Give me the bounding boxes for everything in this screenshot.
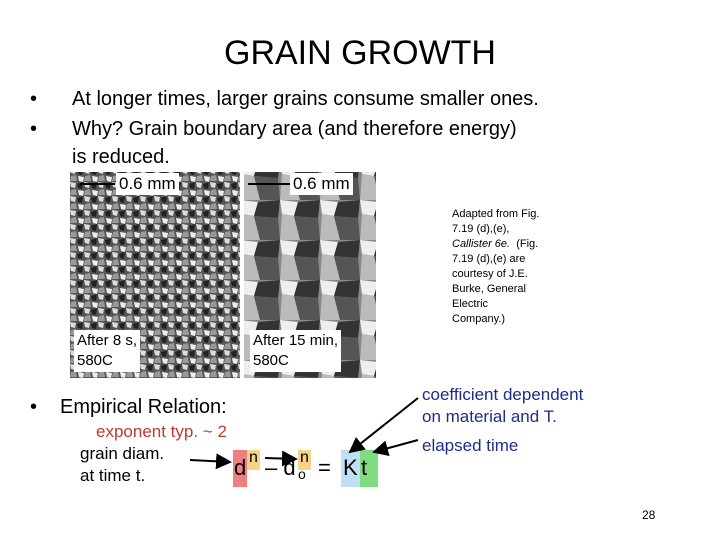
- caption-line: After 8 s,: [77, 332, 138, 349]
- bullet: At longer times, larger grains consume s…: [72, 88, 539, 110]
- credit-line: Company.): [452, 313, 505, 325]
- caption-line: 580C: [77, 352, 113, 369]
- credit-line: courtesy of J.E.: [452, 268, 528, 280]
- caption-line: 580C: [253, 352, 289, 369]
- note-line: coefficient dependent: [422, 385, 584, 404]
- arrow: [372, 439, 419, 457]
- credit-italic: Callister 6e.: [452, 238, 511, 250]
- credit-line: Burke, General: [452, 283, 526, 295]
- note-line: on material and T.: [422, 407, 557, 426]
- time-note: elapsed time: [422, 436, 519, 455]
- arrow: [189, 453, 232, 470]
- grain-note: grain diam. at time t.: [80, 443, 164, 487]
- bullet-mark: •: [30, 396, 38, 418]
- highlight-n: [298, 450, 311, 470]
- scale-label: 0.6 mm: [116, 173, 179, 195]
- exponent-note: exponent typ. ~ 2: [96, 422, 227, 441]
- credit-line: Electric: [452, 298, 489, 310]
- arrow: [264, 450, 298, 467]
- credit: Adapted from Fig. 7.19 (d),(e), Calliste…: [452, 207, 539, 327]
- highlight-t: [360, 450, 378, 487]
- scale-label: 0.6 mm: [290, 173, 353, 195]
- arrow: [348, 397, 419, 454]
- bullet-mark: •: [30, 118, 38, 140]
- highlight-K: [341, 450, 360, 487]
- bullet: is reduced.: [72, 146, 170, 168]
- highlight-n: [247, 450, 260, 470]
- caption-line: After 15 min,: [253, 332, 339, 349]
- bullet: Empirical Relation:: [60, 396, 227, 418]
- eq-o: o: [298, 466, 306, 482]
- note-line: at time t.: [80, 466, 146, 485]
- eq-d: d: [234, 455, 247, 480]
- credit-line: 7.19 (d),(e) are: [452, 253, 526, 265]
- coefficient-note: coefficient dependent on material and T.: [422, 384, 583, 428]
- eq-equals: =: [318, 455, 331, 480]
- eq-n: n: [249, 449, 258, 466]
- credit-line: (Fig.: [516, 238, 539, 250]
- title: GRAIN GROWTH: [224, 34, 496, 72]
- eq-t: t: [361, 455, 368, 480]
- credit-line: Adapted from Fig.: [452, 208, 540, 220]
- credit-line: 7.19 (d),(e),: [452, 223, 510, 235]
- eq-minus-d: – d: [265, 455, 296, 480]
- note-line: grain diam.: [80, 444, 165, 463]
- highlight-d: [233, 450, 247, 487]
- page-number: 28: [642, 508, 656, 522]
- bullet: Why? Grain boundary area (and therefore …: [72, 118, 517, 140]
- eq-n: n: [300, 449, 309, 466]
- caption: After 8 s, 580C: [74, 330, 141, 372]
- caption: After 15 min, 580C: [250, 330, 342, 372]
- eq-K: K: [343, 455, 358, 480]
- bullet-mark: •: [30, 88, 38, 110]
